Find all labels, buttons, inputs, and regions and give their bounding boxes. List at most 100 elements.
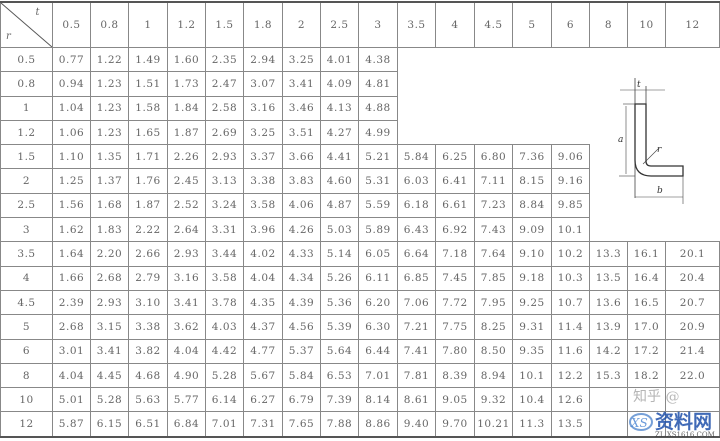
table-cell: 4.99: [358, 119, 398, 146]
table-cell: 7.95: [474, 289, 513, 316]
table-cell: 7.45: [435, 265, 475, 291]
diagram-r-label: r: [657, 145, 662, 155]
table-cell: 1.25: [52, 168, 91, 194]
t-header-2: 2: [282, 1, 321, 48]
table-cell: 8.50: [474, 338, 513, 364]
t-header-6: 6: [551, 1, 590, 48]
table-cell: 16.5: [627, 289, 666, 316]
table-cell: [589, 387, 628, 413]
table-cell: 10.21: [474, 411, 513, 438]
table-cell: 17.0: [627, 314, 666, 340]
table-cell: 5.64: [320, 338, 359, 364]
table-cell: 4.90: [167, 362, 206, 389]
table-cell: 7.39: [320, 387, 359, 413]
table-row: 3 1.62 1.83 2.22 2.64 3.31 3.96 4.26 5.03 5.89 6.4…: [0, 217, 720, 243]
table-cell: 13.9: [589, 314, 628, 340]
table-cell: 5.77: [167, 387, 206, 413]
table-row: 10 5.01 5.28 5.63 5.77 6.14 6.27 6.79 7.39 8.14 8.…: [0, 387, 720, 413]
table-cell: 4.81: [358, 71, 398, 97]
table-cell: 3.25: [282, 46, 321, 73]
table-cell: 6.85: [397, 265, 436, 291]
table-cell: 3.82: [128, 338, 168, 364]
table-cell: 5.59: [358, 192, 398, 219]
table-cell: 3.58: [205, 265, 244, 291]
table-cell: 1.65: [128, 119, 168, 146]
table-row: 3.5 1.64 2.20 2.66 2.93 3.44 4.02 4.33 5.14 6.05 6…: [0, 241, 720, 267]
empty-cell: [666, 48, 720, 72]
r-value: 3.5: [0, 241, 53, 267]
table-cell: 3.24: [205, 192, 244, 219]
table-cell: 6.05: [358, 241, 398, 267]
table-cell: 1.87: [128, 192, 168, 219]
table-cell: 4.13: [320, 95, 359, 121]
table-cell: 8.25: [474, 314, 513, 340]
table-cell: 2.35: [205, 46, 244, 73]
empty-cell: [475, 48, 513, 72]
table-cell: 5.84: [397, 144, 436, 170]
table-cell: 9.31: [512, 314, 552, 340]
table-cell: 2.20: [90, 241, 129, 267]
table-cell: 3.38: [128, 314, 168, 340]
r-value: 4: [0, 265, 53, 291]
table-cell: 4.37: [243, 314, 283, 340]
table-cell: 5.63: [128, 387, 168, 413]
r-value: 1.2: [0, 119, 53, 146]
table-row: 12 5.87 6.15 6.51 6.84 7.01 7.31 7.65 7.88 8.86 9.…: [0, 411, 720, 438]
table-cell: 2.69: [205, 119, 244, 146]
table-row: 1 1.04 1.23 1.58 1.84 2.58 3.16 3.46 4.13 4.88: [0, 95, 720, 121]
table-cell: 3.07: [243, 71, 283, 97]
table-cell: 5.01: [52, 387, 91, 413]
table-cell: 6.20: [358, 289, 398, 316]
table-cell: 1.23: [90, 119, 129, 146]
table-cell: 5.84: [282, 362, 321, 389]
table-cell: 9.10: [512, 241, 552, 267]
t-header-0.8: 0.8: [90, 1, 129, 48]
t-header-2.5: 2.5: [320, 1, 359, 48]
table-cell: 11.3: [512, 411, 552, 438]
table-cell: 1.84: [167, 95, 206, 121]
table-cell: 9.09: [512, 217, 552, 243]
table-cell: 2.93: [205, 144, 244, 170]
r-value: 1: [0, 95, 53, 121]
r-value: 5: [0, 314, 53, 340]
table-cell: [665, 411, 720, 438]
table-cell: 17.2: [627, 338, 666, 364]
table-cell: 7.64: [474, 241, 513, 267]
t-header-1.8: 1.8: [243, 1, 283, 48]
empty-cell: [552, 72, 590, 96]
table-cell: 7.43: [474, 217, 513, 243]
table-row: 0.5 0.77 1.22 1.49 1.60 2.35 2.94 3.25 4.01 4.38: [0, 46, 720, 73]
table-cell: 12.2: [551, 362, 590, 389]
t-header-4.5: 4.5: [474, 1, 513, 48]
table-cell: 1.58: [128, 95, 168, 121]
table-cell: 5.67: [243, 362, 283, 389]
table-cell: 5.28: [90, 387, 129, 413]
r-value: 2: [0, 168, 53, 194]
table-cell: 0.94: [52, 71, 91, 97]
watermark-url: ZL.XS1616.COM: [655, 431, 715, 439]
table-cell: 6.92: [435, 217, 475, 243]
table-cell: 1.68: [90, 192, 129, 219]
table-cell: 5.36: [320, 289, 359, 316]
table-cell: 3.44: [205, 241, 244, 267]
table-cell: 4.02: [243, 241, 283, 267]
table-cell: 2.93: [90, 289, 129, 316]
table-row: 1.2 1.06 1.23 1.65 1.87 2.69 3.25 3.51 4.27 4.99: [0, 119, 720, 146]
watermark-logo: XS 资料网 ZL.XS1616.COM: [629, 410, 715, 439]
table-cell: 6.43: [397, 217, 436, 243]
zhihu-watermark: 知乎 @: [633, 389, 680, 405]
table-cell: 9.35: [512, 338, 552, 364]
table-cell: 3.16: [243, 95, 283, 121]
table-cell: 1.56: [52, 192, 91, 219]
table-cell: 9.85: [551, 192, 590, 219]
r-value: 6: [0, 338, 53, 364]
table-cell: 3.16: [167, 265, 206, 291]
table-cell: 9.32: [474, 387, 513, 413]
empty-cell: [436, 48, 475, 72]
table-cell: 1.22: [90, 46, 129, 73]
table-cell: 1.66: [52, 265, 91, 291]
table-cell: 4.27: [320, 119, 359, 146]
table-cell: 3.13: [205, 168, 244, 194]
table-cell: 1.73: [167, 71, 206, 97]
table-cell: 7.23: [474, 192, 513, 219]
